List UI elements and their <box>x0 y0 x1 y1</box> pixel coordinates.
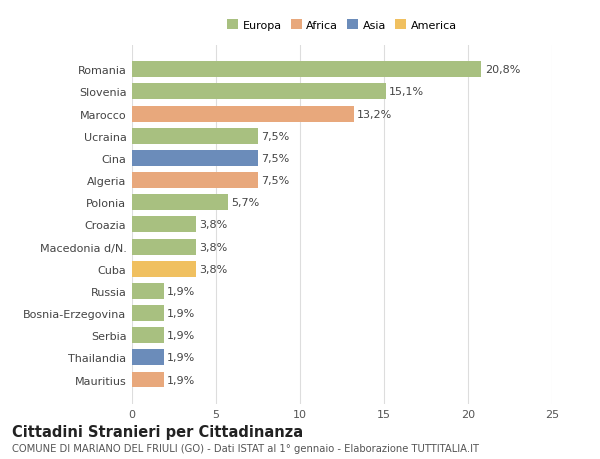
Bar <box>132 372 164 388</box>
Bar <box>132 283 164 299</box>
Text: 1,9%: 1,9% <box>167 286 196 296</box>
Text: 1,9%: 1,9% <box>167 308 196 319</box>
Bar <box>132 328 164 343</box>
Text: Cittadini Stranieri per Cittadinanza: Cittadini Stranieri per Cittadinanza <box>12 425 303 440</box>
Bar <box>132 151 258 167</box>
Bar <box>132 129 258 145</box>
Text: 7,5%: 7,5% <box>262 131 290 141</box>
Bar <box>132 305 164 321</box>
Bar <box>132 195 228 211</box>
Bar <box>132 261 196 277</box>
Text: 15,1%: 15,1% <box>389 87 424 97</box>
Bar <box>132 173 258 189</box>
Text: 3,8%: 3,8% <box>199 242 227 252</box>
Text: 1,9%: 1,9% <box>167 330 196 341</box>
Text: 20,8%: 20,8% <box>485 65 520 75</box>
Text: 7,5%: 7,5% <box>262 154 290 163</box>
Text: 1,9%: 1,9% <box>167 375 196 385</box>
Text: 7,5%: 7,5% <box>262 176 290 186</box>
Bar <box>132 350 164 365</box>
Text: 13,2%: 13,2% <box>357 109 392 119</box>
Bar <box>132 106 354 122</box>
Text: 5,7%: 5,7% <box>231 198 259 208</box>
Bar <box>132 84 386 100</box>
Text: 3,8%: 3,8% <box>199 220 227 230</box>
Text: 3,8%: 3,8% <box>199 264 227 274</box>
Bar <box>132 217 196 233</box>
Legend: Europa, Africa, Asia, America: Europa, Africa, Asia, America <box>225 18 459 33</box>
Bar <box>132 239 196 255</box>
Bar <box>132 62 481 78</box>
Text: COMUNE DI MARIANO DEL FRIULI (GO) - Dati ISTAT al 1° gennaio - Elaborazione TUTT: COMUNE DI MARIANO DEL FRIULI (GO) - Dati… <box>12 443 479 453</box>
Text: 1,9%: 1,9% <box>167 353 196 363</box>
